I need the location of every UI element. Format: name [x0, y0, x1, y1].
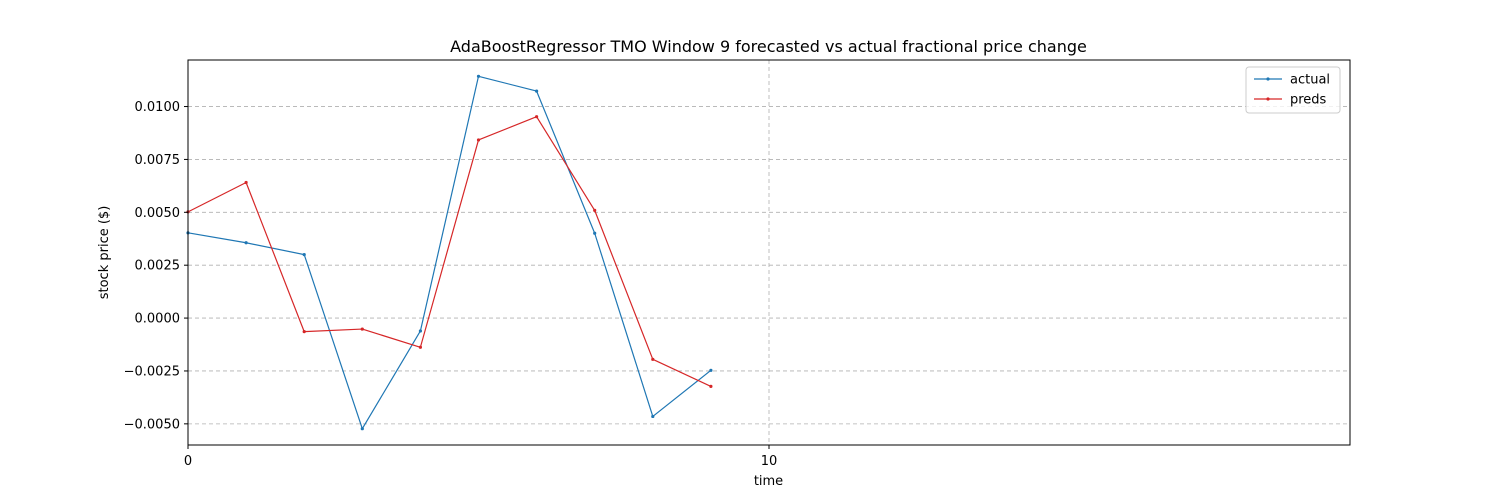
legend: actual preds	[1245, 66, 1341, 114]
x-tick-label: 10	[761, 454, 778, 469]
y-tick-label: 0.0050	[135, 206, 181, 221]
legend-label: actual	[1290, 73, 1330, 88]
data-point-preds	[476, 138, 481, 142]
data-point-actual	[302, 253, 306, 257]
x-axis-title: time	[754, 474, 783, 489]
legend-item-actual: actual	[1254, 73, 1330, 88]
series-line-actual	[187, 75, 712, 430]
y-tick-label: 0.0075	[135, 153, 181, 168]
data-point-actual	[593, 231, 597, 235]
x-tick-label: 0	[184, 454, 192, 469]
data-point-preds	[593, 208, 597, 213]
data-point-preds	[535, 115, 539, 119]
legend-marker	[1266, 77, 1270, 81]
y-tick-label: 0.0000	[135, 312, 181, 327]
data-point-preds	[709, 384, 713, 389]
y-axis: −0.0050 −0.0025 0.0000 0.0025 0.0050 0.0075 0.…	[124, 100, 188, 432]
data-point-actual	[651, 414, 655, 419]
data-point-actual	[418, 329, 422, 333]
data-point-preds	[244, 180, 248, 185]
data-point-actual	[535, 89, 539, 93]
legend-item-preds: preds	[1254, 93, 1327, 108]
series-actual	[186, 74, 713, 431]
data-point-actual	[709, 368, 713, 372]
y-tick-label: −0.0050	[124, 417, 180, 432]
data-point-preds	[651, 357, 655, 361]
data-point-actual	[476, 74, 481, 78]
x-axis: 0 10	[184, 445, 777, 469]
data-point-actual	[244, 241, 248, 245]
legend-marker	[1266, 97, 1270, 101]
data-point-actual	[360, 427, 364, 431]
y-tick-label: 0.0100	[135, 100, 181, 115]
y-tick-label: −0.0025	[124, 364, 180, 379]
data-point-preds	[360, 327, 364, 331]
series-layer	[186, 74, 713, 431]
data-point-preds	[418, 345, 422, 349]
y-tick-label: 0.0025	[135, 259, 181, 274]
grid	[187, 60, 1350, 445]
data-point-preds	[302, 330, 306, 334]
y-axis-title: stock price ($)	[97, 206, 112, 300]
series-line-preds	[187, 116, 712, 387]
legend-label: preds	[1290, 93, 1327, 108]
chart-title: AdaBoostRegressor TMO Window 9 forecaste…	[450, 37, 1087, 56]
